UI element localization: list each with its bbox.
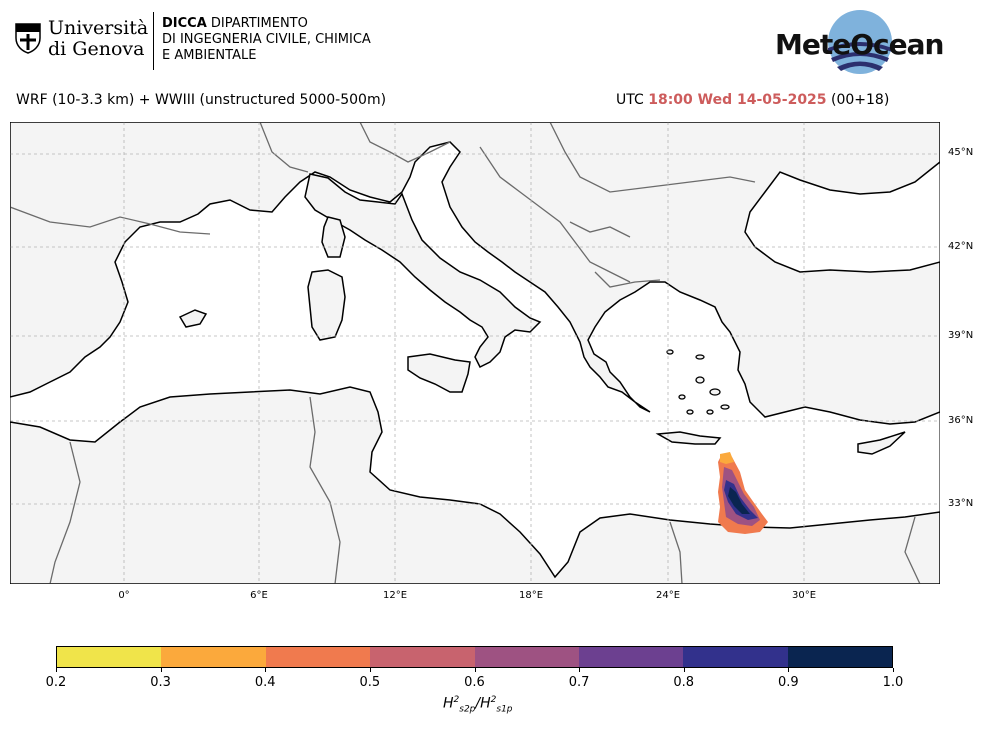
land-sicily: [407, 353, 471, 393]
colorbar-tick-mark: [893, 668, 894, 672]
unige-name: Università di Genova: [48, 18, 148, 60]
land-corsica: [321, 216, 346, 258]
dicca-line1: DIPARTIMENTO: [206, 16, 308, 31]
land-italy: [304, 173, 542, 369]
colorbar-label: H2s2p/H2s1p: [443, 695, 513, 715]
colorbar-segment-1: [161, 647, 266, 667]
colorbar: [56, 646, 893, 668]
colorbar-tick-label: 0.4: [254, 675, 276, 690]
country-borders: [10, 122, 921, 584]
lon-label-24e: 24°E: [655, 590, 681, 601]
field-band-edge: [720, 452, 734, 464]
dicca-line2: DI INGEGNERIA CIVILE, CHIMICA: [162, 32, 371, 47]
colorbar-segment-6: [683, 647, 788, 667]
aegean-islands: [666, 349, 730, 415]
colorbar-segment-0: [57, 647, 162, 667]
colorbar-segment-4: [474, 647, 579, 667]
label-sub2: s1p: [496, 704, 513, 715]
model-description: WRF (10-3.3 km) + WWIII (unstructured 50…: [16, 92, 387, 108]
lat-label-39: 39°N: [948, 330, 974, 341]
land-cyprus: [857, 431, 906, 455]
lon-label-18e: 18°E: [518, 590, 544, 601]
forecast-time: UTC 18:00 Wed 14-05-2025 (00+18): [616, 92, 889, 108]
land-mallorca: [178, 309, 208, 328]
lon-label-30e: 30°E: [791, 590, 817, 601]
logo-divider: [153, 12, 154, 70]
land-sardinia: [307, 269, 346, 341]
meteocean-logo: MeteOcean: [775, 8, 945, 76]
map-panel: [10, 122, 940, 584]
unige-crest-icon: [15, 23, 41, 54]
field-band-max: [728, 487, 750, 514]
lat-label-36: 36°N: [948, 415, 974, 426]
label-h2: H: [480, 695, 491, 712]
colorbar-segment-2: [265, 647, 371, 667]
utc-prefix: UTC: [616, 92, 644, 108]
label-sub1: s2p: [459, 704, 476, 715]
colorbar-segment-7: [787, 647, 892, 667]
colorbar-tick-mark: [474, 668, 476, 672]
lat-label-45: 45°N: [948, 147, 974, 158]
colorbar-tick-mark: [788, 668, 790, 672]
label-sup2: 2: [490, 695, 497, 705]
colorbar-tick-mark: [683, 668, 685, 672]
meteocean-globe-icon: [828, 10, 892, 74]
colorbar-tick-label: 0.8: [673, 675, 695, 690]
land-europe: [10, 122, 940, 425]
label-sup1: 2: [453, 695, 460, 705]
colorbar-tick-mark: [56, 668, 57, 672]
colorbar-tick-label: 1.0: [882, 675, 904, 690]
meteocean-wordmark: MeteOcean: [775, 28, 944, 61]
colorbar-segment-3: [370, 647, 475, 667]
colorbar-tick-label: 0.2: [45, 675, 67, 690]
colorbar-tick-label: 0.5: [359, 675, 381, 690]
lon-label-0: 0°: [118, 590, 130, 601]
colorbar-segment-5: [578, 647, 684, 667]
valid-time: 18:00 Wed 14-05-2025: [648, 92, 827, 108]
dicca-bold: DICCA: [162, 16, 207, 31]
dicca-logo: DICCA DIPARTIMENTO DI INGEGNERIA CIVILE,…: [162, 16, 371, 64]
colorbar-tick-mark: [265, 668, 267, 672]
lon-label-6e: 6°E: [250, 590, 268, 601]
swell-ratio-field: [718, 452, 768, 534]
land-africa: [10, 386, 940, 584]
lead-time: (00+18): [831, 92, 890, 108]
colorbar-tick-label: 0.6: [464, 675, 485, 690]
dicca-line3: E AMBIENTALE: [162, 48, 257, 63]
colorbar-tick-label: 0.3: [150, 675, 171, 690]
colorbar-tick-mark: [369, 668, 371, 672]
unige-line2: di Genova: [48, 38, 145, 60]
unige-line1: Università: [48, 17, 149, 39]
colorbar-tick-label: 0.9: [778, 675, 799, 690]
label-h1: H: [443, 695, 454, 712]
colorbar-tick-label: 0.7: [568, 675, 590, 690]
header: Università di Genova DICCA DIPARTIMENTO …: [0, 0, 985, 90]
land-crete: [655, 431, 722, 445]
graticule: [10, 122, 940, 584]
colorbar-tick-mark: [579, 668, 581, 672]
lat-label-42: 42°N: [948, 241, 974, 252]
lat-label-33: 33°N: [948, 498, 974, 509]
lon-label-12e: 12°E: [382, 590, 408, 601]
colorbar-tick-mark: [160, 668, 162, 672]
